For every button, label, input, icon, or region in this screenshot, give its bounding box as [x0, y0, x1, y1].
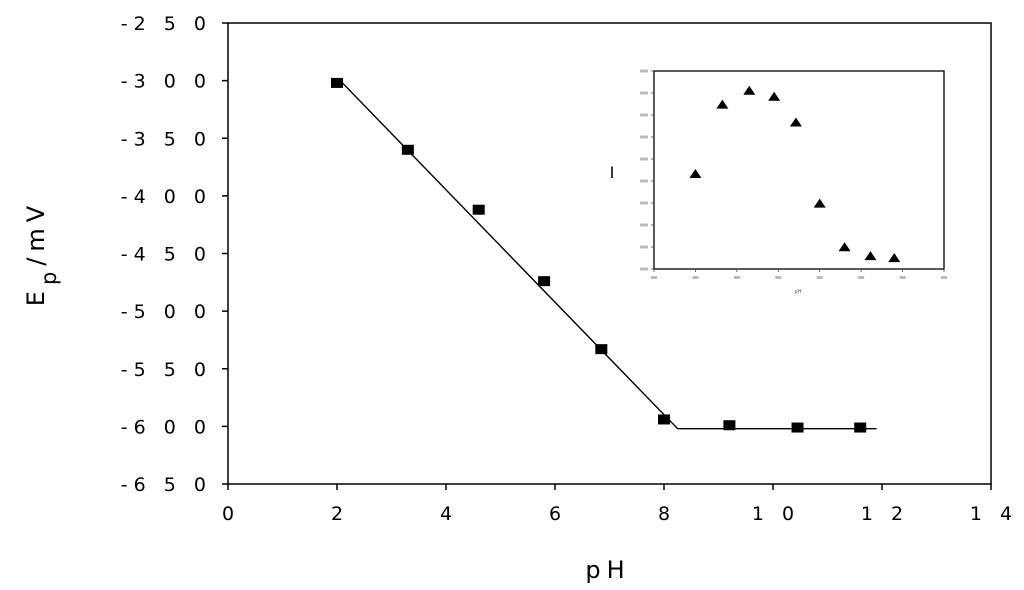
inset-plot-area: [653, 70, 945, 270]
x-tick-label: 2: [331, 503, 349, 525]
x-tick-label: 8: [658, 503, 676, 525]
svg-text:Ep/mV: Ep/mV: [22, 200, 61, 306]
data-point: [538, 276, 551, 287]
x-axis-title: pH: [585, 556, 630, 584]
inset-y-tick-label: [640, 201, 648, 205]
fit-line: [341, 82, 679, 430]
y-tick-label: -2 5 0: [121, 13, 212, 35]
inset-data-point: [789, 117, 802, 127]
inset-x-axis-title: pH: [795, 289, 802, 295]
inset-data-points: [689, 85, 901, 263]
data-point: [658, 414, 670, 425]
inset-y-axis-title: I: [610, 163, 615, 182]
inset-data-point: [864, 251, 877, 261]
y-tick-label: -4 5 0: [121, 244, 212, 266]
inset-data-point: [689, 168, 702, 178]
data-point: [401, 144, 414, 155]
y-tick-label: -5 0 0: [121, 301, 212, 323]
inset-y-tick-label: [640, 113, 648, 117]
x-tick-label: 1 4: [970, 503, 1018, 525]
inset-y-tick-label: [640, 179, 648, 183]
inset-data-point: [743, 85, 756, 95]
inset-data-point: [768, 91, 781, 101]
y-tick-label: -5 5 0: [121, 359, 212, 381]
y-axis-title-sub: p: [37, 266, 61, 285]
inset-y-tick-label: [640, 135, 648, 139]
inset-y-tick-label: [640, 157, 648, 161]
data-point: [791, 422, 804, 433]
inset-x-tick-label: [733, 276, 740, 279]
y-axis-title-main: E: [22, 285, 50, 306]
inset-y-tick-label: [640, 223, 648, 227]
inset-x-tick-label: [651, 276, 657, 279]
inset-y-tick-label: [640, 69, 648, 73]
y-axis-ticks: -2 5 0 -3 0 0 -3 5 0 -4 0 0 -4 5 0 -5 0 0 -5 5…: [121, 13, 228, 496]
x-tick-label: 6: [549, 503, 567, 525]
y-tick-label: -3 5 0: [121, 128, 212, 150]
inset-x-tick-label: [941, 276, 947, 279]
data-point: [331, 77, 343, 88]
y-tick-label: -3 0 0: [121, 71, 212, 93]
inset-x-tick-label: [858, 276, 865, 279]
x-tick-label: 0: [222, 503, 240, 525]
y-axis-title-unit: /mV: [22, 200, 50, 266]
inset-data-point: [838, 242, 851, 252]
inset-data-point: [716, 99, 729, 109]
data-point: [472, 204, 485, 215]
data-point: [723, 420, 736, 431]
y-tick-label: -6 0 0: [121, 416, 212, 438]
inset-y-tick-label: [640, 267, 648, 271]
data-point: [854, 422, 867, 433]
inset-y-tick-label: [640, 245, 648, 249]
data-point: [595, 344, 608, 355]
x-tick-label: 1 0: [752, 503, 800, 525]
fit-lines: [341, 82, 877, 430]
x-axis-ticks: 0 2 4 6 8 1 0 1 2 1 4: [222, 484, 1018, 525]
y-tick-label: -4 0 0: [121, 186, 212, 208]
inset-data-point: [888, 253, 901, 263]
inset-axis-ticks: [640, 69, 947, 279]
inset-x-tick-label: [899, 276, 906, 279]
inset-x-tick-label: [775, 276, 782, 279]
data-points: [331, 77, 867, 433]
inset-y-tick-label: [640, 91, 648, 95]
inset-data-point: [813, 198, 826, 208]
x-tick-label: 4: [440, 503, 458, 525]
inset-chart: pH I: [610, 69, 947, 295]
inset-x-tick-label: [692, 276, 699, 279]
y-axis-title: Ep/mV: [22, 200, 61, 306]
x-tick-label: 1 2: [861, 503, 909, 525]
inset-x-tick-label: [816, 276, 823, 279]
y-tick-label: -6 5 0: [121, 474, 212, 496]
